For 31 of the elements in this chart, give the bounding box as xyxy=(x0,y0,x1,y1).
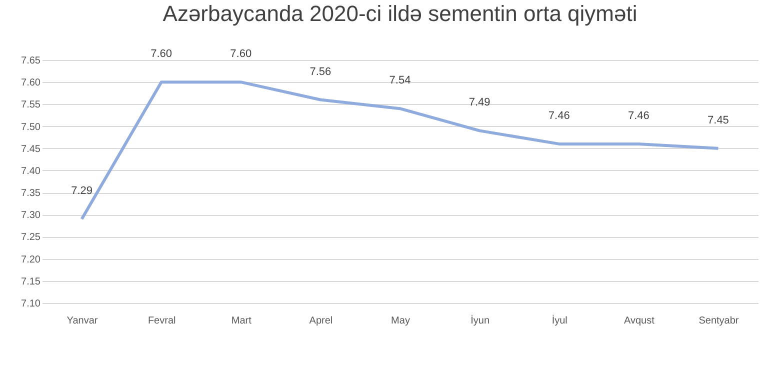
y-tick-label: 7.35 xyxy=(21,188,41,200)
text: 7.29 xyxy=(71,185,92,198)
text: 7.46 xyxy=(548,110,570,122)
x-tick-label: May xyxy=(391,316,410,326)
x-tick-label: İyun xyxy=(470,314,490,326)
y-tick-label: 7.30 xyxy=(21,210,41,222)
x-tick-label: Fevral xyxy=(148,316,176,326)
text: 7.45 xyxy=(708,114,729,126)
y-tick-label: 7.15 xyxy=(21,276,41,288)
x-tick-label: Aprel xyxy=(309,316,333,326)
text: 7.54 xyxy=(389,74,411,87)
chart-title: Azərbaycanda 2020-ci ildə sementin orta qiyməti xyxy=(162,1,638,26)
text: 7.60 xyxy=(150,48,172,60)
y-tick-label: 7.45 xyxy=(21,144,41,155)
x-tick-label: Avqust xyxy=(624,316,655,326)
x-tick-label: Mart xyxy=(231,316,252,326)
text: 7.56 xyxy=(310,66,332,78)
y-tick-label: 7.25 xyxy=(21,232,41,244)
y-tick-label: 7.10 xyxy=(21,298,41,310)
x-tick-label: Sentyabr xyxy=(698,316,740,326)
text: 7.49 xyxy=(468,96,490,109)
y-tick-label: 7.20 xyxy=(21,254,41,266)
y-tick-label: 7.50 xyxy=(21,122,41,133)
text: 7.60 xyxy=(230,48,252,60)
y-tick-label: 7.40 xyxy=(21,166,41,177)
x-tick-label: Yanvar xyxy=(66,316,98,326)
y-tick-label: 7.65 xyxy=(21,56,41,66)
y-tick-label: 7.55 xyxy=(21,100,41,111)
x-tick-label: İyul xyxy=(552,314,568,326)
text: 7.46 xyxy=(628,110,650,122)
y-tick-label: 7.60 xyxy=(21,78,41,89)
